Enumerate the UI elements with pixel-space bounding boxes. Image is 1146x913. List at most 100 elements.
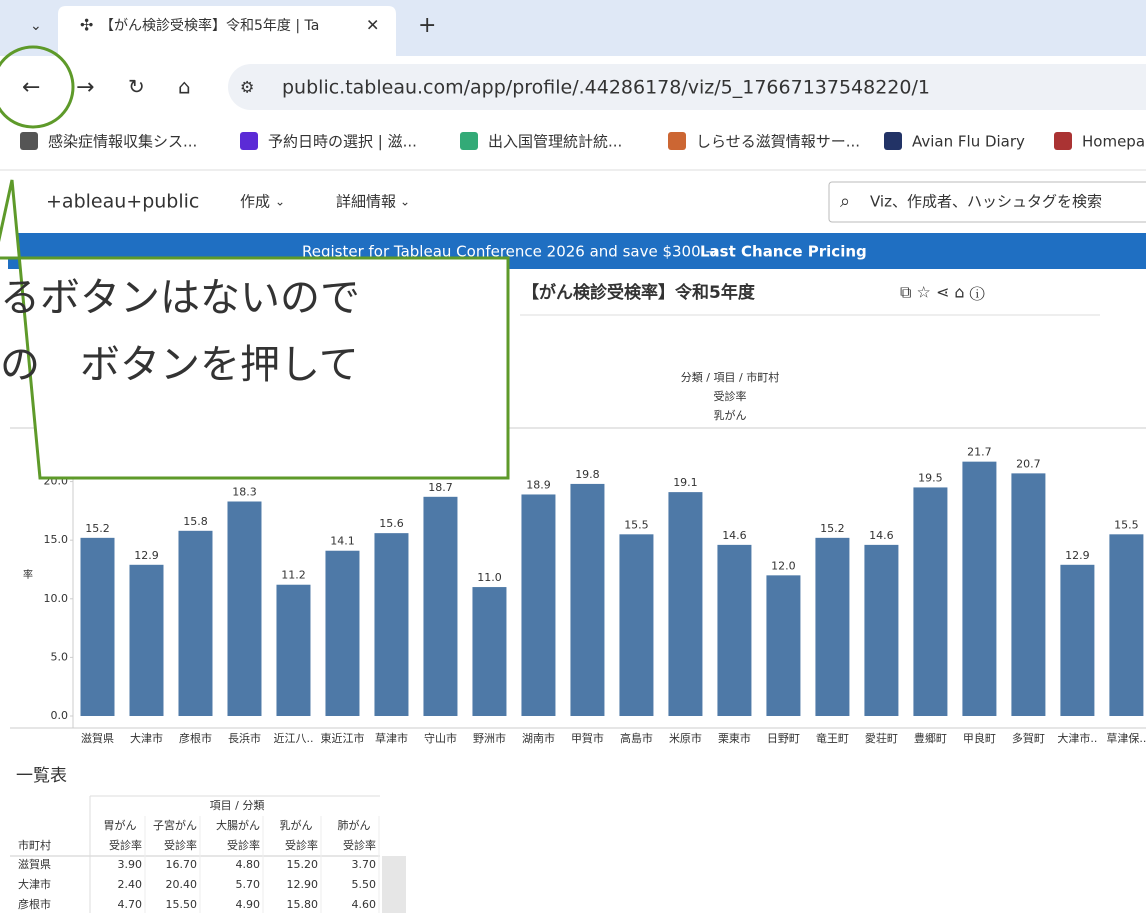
x-tick-label: 滋賀県 [81,732,114,745]
bookmark[interactable]: しらせる滋賀情報サー... [696,133,860,151]
x-tick-label: 甲賀市 [571,731,604,745]
viz-toolbar[interactable]: ⧉ ☆ ⋖ ⌂ ⓘ [900,283,985,302]
group-header: 項目 / 分類 [210,799,265,812]
value-label: 11.0 [477,571,502,584]
value-label: 14.1 [330,535,355,548]
x-tick-label: 草津市 [375,731,408,745]
value-label: 19.1 [673,476,698,489]
value-label: 18.9 [526,478,551,491]
column-header: 子宮がん [153,818,197,832]
bar [864,544,899,716]
x-tick-label: 東近江市 [320,731,364,745]
y-axis-label: 率 [23,568,33,581]
chevron: ⌄ [400,195,410,209]
banner-link[interactable]: Last Chance Pricing [700,243,867,261]
chart-header: 受診率 [714,389,747,403]
banner-text: Register for Tableau Conference 2026 and… [302,243,718,261]
table-cell: 3.90 [118,858,143,871]
column-header: 乳がん [280,818,313,832]
value-label: 19.8 [575,468,600,481]
bar [325,550,360,716]
table-cell: 4.90 [236,898,261,911]
chart-header: 乳がん [714,408,747,422]
table-cell: 2.40 [118,878,143,891]
measure-header: 受診率 [164,838,197,852]
value-label: 15.5 [624,518,649,531]
table-cell: 20.40 [166,878,198,891]
bookmark-icon [668,132,686,150]
bar [276,584,311,716]
bookmark[interactable]: 感染症情報収集シス... [48,133,197,151]
tableau-logo[interactable]: +ableau+public [46,191,199,213]
y-tick-label: 10.0 [44,592,69,605]
new-tab[interactable]: + [418,13,436,38]
menu-details[interactable]: 詳細情報 [336,193,396,211]
x-tick-label: 豊郷町 [914,731,947,745]
x-tick-label: 栗東市 [718,731,751,745]
bookmark[interactable]: Homepa [1082,133,1145,151]
bar [668,492,703,716]
bar [570,483,605,716]
callout [0,179,510,480]
forward-button[interactable]: → [76,75,94,100]
bar [619,534,654,716]
table-cell: 5.70 [236,878,261,891]
tab-close[interactable]: ✕ [366,16,379,35]
value-label: 11.2 [281,569,306,582]
tab-title[interactable]: 【がん検診受検率】令和5年度 | Ta [100,17,319,34]
bar [80,537,115,716]
chevron: ⌄ [275,195,285,209]
bar-chart: 分類 / 項目 / 市町村受診率乳がん率0.05.010.015.020.015… [10,370,1146,745]
table-cell: 16.70 [166,858,198,871]
bar [815,537,850,716]
x-tick-label: 多賀町 [1012,731,1045,745]
address-bar[interactable] [228,64,1146,110]
bookmark[interactable]: 出入国管理統計統... [488,133,622,151]
value-label: 15.5 [1114,518,1139,531]
value-label: 21.7 [967,446,992,459]
y-tick-label: 15.0 [44,533,69,546]
table-cell: 4.80 [236,858,261,871]
bar [717,544,752,716]
active-tab[interactable] [58,6,396,56]
bar [1011,473,1046,716]
x-tick-label: 米原市 [669,731,702,745]
row-label: 滋賀県 [18,858,51,871]
bar [227,501,262,716]
menu-create[interactable]: 作成 [240,193,270,211]
address-text[interactable]: public.tableau.com/app/profile/.44286178… [282,77,930,99]
value-label: 18.3 [232,486,257,499]
reload-button[interactable]: ↻ [128,75,145,99]
column-header: 大腸がん [216,818,260,832]
tab-menu-icon[interactable]: ⌄ [30,18,42,34]
back-button[interactable]: ← [22,75,40,100]
value-label: 12.9 [1065,549,1090,562]
x-tick-label: 愛荘町 [865,732,898,745]
bookmark[interactable]: Avian Flu Diary [912,133,1025,151]
home-button[interactable]: ⌂ [178,75,191,99]
search-box[interactable] [828,181,1146,223]
table-cell: 4.70 [118,898,143,911]
bar [962,461,997,716]
table-cell: 3.70 [352,858,377,871]
search-placeholder[interactable]: Viz、作成者、ハッシュタグを検索 [870,193,1102,211]
callout-text: の ボタンを押して [0,342,359,388]
bookmark[interactable]: 予約日時の選択 | 滋... [268,133,417,151]
x-tick-label: 甲良町 [963,731,996,745]
column-header: 肺がん [338,818,371,832]
highlight-circle [0,45,75,129]
bar [472,587,507,716]
table-cell: 12.90 [287,878,319,891]
bar [423,496,458,716]
table-scroll [382,856,406,913]
bar [1060,564,1095,716]
table-cell: 15.20 [287,858,319,871]
value-label: 12.0 [771,559,796,572]
value-label: 18.7 [428,481,453,494]
measure-header: 受診率 [109,838,142,852]
table-cell: 15.50 [166,898,198,911]
bookmarks-bar: 感染症情報収集シス... 予約日時の選択 | 滋... 出入国管理統計統... しらせ… [20,132,1145,151]
x-tick-label: 野洲市 [473,731,506,745]
site-info-icon[interactable]: ⚙ [240,78,254,97]
